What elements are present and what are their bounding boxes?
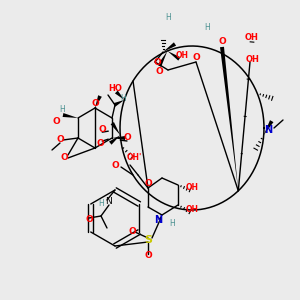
Text: N: N (154, 215, 162, 225)
Text: H: H (98, 200, 104, 208)
Polygon shape (167, 51, 181, 61)
Text: H: H (59, 106, 65, 115)
Text: H: H (120, 94, 126, 103)
Polygon shape (158, 215, 162, 221)
Polygon shape (112, 136, 125, 140)
Text: O: O (98, 124, 106, 134)
Polygon shape (95, 95, 102, 108)
Text: O: O (155, 68, 163, 76)
Text: O: O (56, 136, 64, 145)
Polygon shape (220, 47, 238, 191)
Text: N: N (264, 125, 272, 135)
Text: O: O (85, 215, 93, 224)
Text: OH: OH (176, 51, 189, 60)
Text: O: O (128, 227, 136, 236)
Text: N: N (106, 197, 112, 206)
Text: O: O (154, 58, 161, 68)
Polygon shape (163, 42, 176, 52)
Text: O: O (218, 38, 226, 46)
Text: O: O (192, 53, 200, 62)
Text: OH': OH' (127, 153, 142, 162)
Polygon shape (115, 91, 124, 100)
Text: H: H (165, 13, 171, 22)
Text: O: O (60, 154, 68, 163)
Text: H: H (169, 220, 175, 229)
Polygon shape (113, 100, 124, 107)
Polygon shape (111, 122, 120, 135)
Text: O: O (96, 139, 104, 148)
Text: HO: HO (108, 85, 122, 94)
Polygon shape (109, 135, 120, 145)
Polygon shape (158, 51, 167, 67)
Text: OH: OH (185, 206, 199, 214)
Text: O: O (144, 251, 152, 260)
Text: OH: OH (185, 184, 199, 193)
Text: H: H (204, 23, 210, 32)
Text: O: O (144, 179, 152, 188)
Polygon shape (63, 113, 78, 118)
Text: O: O (52, 118, 60, 127)
Text: S: S (144, 235, 152, 245)
Text: OH: OH (246, 56, 260, 64)
Text: O: O (91, 98, 99, 107)
Text: O: O (123, 134, 131, 142)
Text: OH: OH (245, 34, 259, 43)
Polygon shape (264, 120, 274, 135)
Text: O: O (111, 160, 119, 169)
